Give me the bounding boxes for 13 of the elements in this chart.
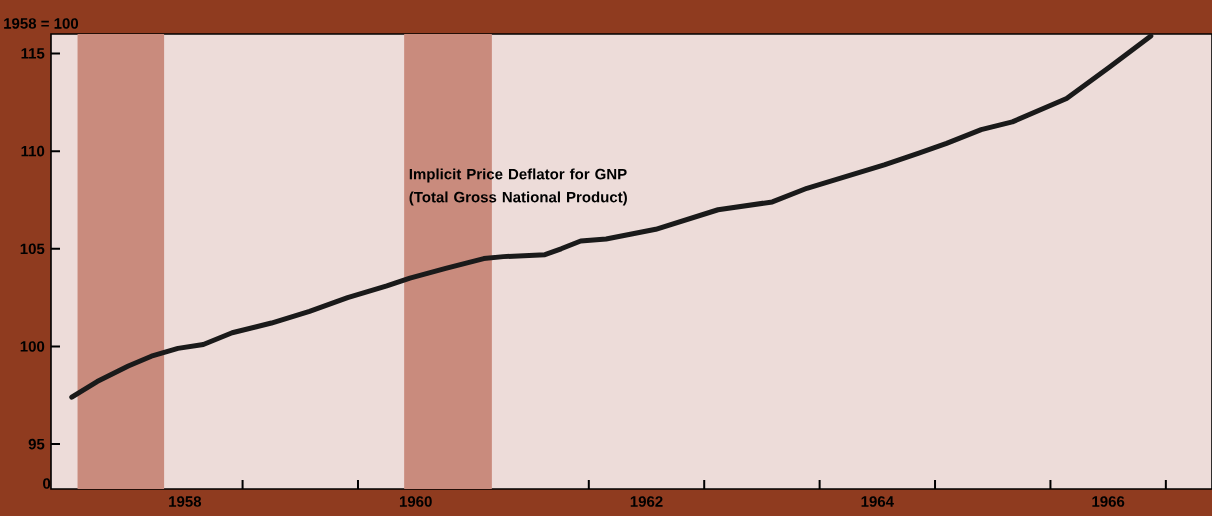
x-tick-label: 1964: [861, 496, 894, 507]
y-tick-label: 115: [21, 48, 45, 59]
y-axis-title: 1958 = 100: [4, 18, 79, 29]
y-tick-label: 95: [28, 438, 45, 450]
line-series: [69, 33, 1154, 400]
x-tick-label: 1958: [169, 496, 202, 507]
x-tick-label: 1960: [399, 496, 432, 507]
x-tick-label: 1966: [1092, 496, 1125, 507]
x-tick-label: 1962: [630, 496, 663, 507]
y-tick-label: 110: [21, 145, 45, 157]
y-tick-label: 105: [20, 243, 45, 255]
series-label: Implicit Price Deflator for GNP (Total Gross National Product): [409, 168, 627, 206]
y-tick-label: 100: [20, 341, 45, 352]
